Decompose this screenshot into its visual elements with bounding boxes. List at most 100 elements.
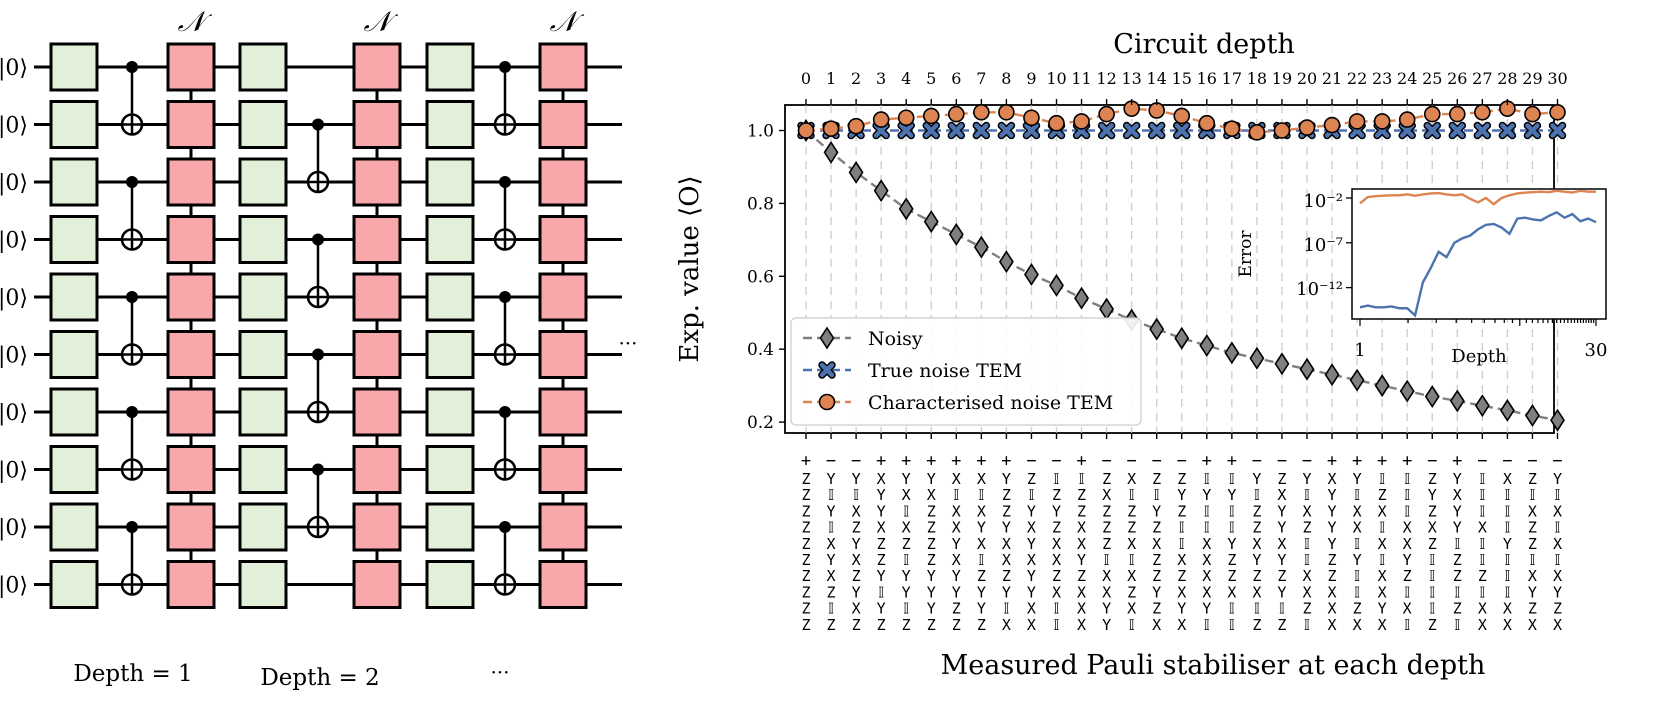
pauli-letter: 𝕀 (1079, 470, 1085, 488)
series-0-point (1299, 357, 1315, 381)
pauli-letter: Y (1328, 486, 1337, 504)
y-ticks: 0.2 0.4 0.6 0.8 1.0 (747, 122, 785, 433)
inset-y-label: Error (1236, 230, 1256, 278)
inset-plot: Error Depth 10⁻² 10⁻⁷ 10⁻¹² 1 30 (1236, 188, 1607, 367)
pauli-letter: 𝕀 (1479, 502, 1485, 520)
x-tick-label: 5 (926, 69, 936, 88)
pauli-sign: − (1277, 451, 1287, 471)
pauli-letter: X (1102, 486, 1111, 504)
pauli-letter: 𝕀 (1229, 470, 1235, 488)
pauli-letter: Z (927, 519, 936, 537)
series-0-point (873, 179, 889, 203)
single-qubit-gate (238, 157, 288, 207)
x-tick-label: 24 (1397, 69, 1417, 88)
series-0-point (823, 140, 839, 164)
pauli-sign: + (951, 451, 961, 471)
noise-label-2: 𝒩 (364, 5, 399, 38)
pauli-letter: X (827, 535, 836, 553)
pauli-letter: 𝕀 (1054, 600, 1060, 618)
pauli-letter: Z (1328, 551, 1337, 569)
marker-fill (924, 123, 939, 138)
series-0-point (1374, 374, 1390, 398)
series-2-point (1524, 105, 1541, 123)
legend-marker-0 (819, 326, 835, 350)
pauli-letter: 𝕀 (1304, 535, 1310, 553)
pauli-sign: − (1177, 451, 1187, 471)
pauli-letter: Y (1027, 567, 1036, 585)
pauli-letter: 𝕀 (1354, 583, 1360, 601)
pauli-letter: Y (1027, 583, 1036, 601)
single-qubit-gate (49, 157, 99, 207)
pauli-letter: X (1302, 502, 1311, 520)
pauli-letter: Z (1403, 567, 1412, 585)
inset-frame (1351, 188, 1607, 320)
pauli-letter: X (1328, 470, 1337, 488)
single-qubit-gate (425, 215, 475, 264)
legend: Noisy True noise TEM Characterised noise… (790, 317, 1142, 426)
pauli-letter: Z (1077, 486, 1086, 504)
pauli-letter: Z (1453, 551, 1462, 569)
single-qubit-gate (425, 560, 475, 609)
pauli-letter: Z (877, 535, 886, 553)
noise-channel-box (352, 330, 402, 379)
pauli-letter: Y (902, 583, 911, 601)
pauli-letter: X (1302, 583, 1311, 601)
pauli-letter: Z (1252, 616, 1261, 634)
pauli-letter: X (1227, 583, 1236, 601)
pauli-letter: Y (827, 551, 836, 569)
pauli-letter: X (1077, 519, 1086, 537)
pauli-sign: + (876, 451, 886, 471)
series-0-point (1149, 317, 1165, 341)
pauli-letter: 𝕀 (1454, 616, 1460, 634)
pauli-letter: X (1177, 616, 1186, 634)
pauli-letter: 𝕀 (1479, 583, 1485, 601)
series-2-point (1073, 113, 1090, 130)
pauli-letter: X (1252, 535, 1261, 553)
x-tick-label: 12 (1096, 69, 1116, 88)
pauli-letter: Z (927, 535, 936, 553)
y-tick-label: 0.8 (747, 194, 774, 214)
pauli-letter: X (1077, 616, 1086, 634)
x-tick-label: 9 (1026, 69, 1036, 88)
pauli-letter: X (1302, 567, 1311, 585)
pauli-letter: Z (852, 616, 861, 634)
pauli-letter: X (977, 535, 986, 553)
noise-label-3: 𝒩 (550, 5, 585, 38)
pauli-letter: 𝕀 (1003, 600, 1009, 618)
pauli-letter: X (1403, 600, 1412, 618)
single-qubit-gate (49, 215, 99, 264)
pauli-letter: X (877, 470, 886, 488)
x-tick-label: 11 (1071, 69, 1091, 88)
pauli-sign: + (1202, 451, 1212, 471)
series-2-point (1549, 103, 1566, 121)
pauli-letter: 𝕀 (1479, 551, 1485, 569)
pauli-letter: X (1478, 519, 1487, 537)
pauli-letter: X (1127, 535, 1136, 553)
pauli-letter: Y (827, 502, 836, 520)
pauli-letter: X (1102, 567, 1111, 585)
pauli-letter: X (1378, 535, 1387, 553)
pauli-sign: − (851, 451, 861, 471)
pauli-letter: X (952, 519, 961, 537)
circuit-continuation: ··· (618, 331, 637, 355)
pauli-letter: X (1002, 616, 1011, 634)
pauli-letter: 𝕀 (1204, 616, 1210, 634)
pauli-letter: X (1202, 535, 1211, 553)
pauli-letter: 𝕀 (1504, 486, 1510, 504)
pauli-letter: Y (1453, 519, 1462, 537)
pauli-letter: Z (801, 551, 810, 569)
pauli-letter: X (1277, 486, 1286, 504)
pauli-letter: X (1403, 519, 1412, 537)
pauli-letter: 𝕀 (1054, 616, 1060, 634)
pauli-letter: 𝕀 (1179, 519, 1185, 537)
pauli-letter: 𝕀 (1129, 551, 1135, 569)
noise-channel-box (538, 272, 588, 322)
single-qubit-gate (49, 272, 99, 322)
marker-fill (949, 123, 964, 138)
series-1-point (1147, 121, 1166, 140)
x-tick-label: 25 (1422, 69, 1442, 88)
pauli-letter: 𝕀 (1429, 600, 1435, 618)
noise-channel-box (352, 445, 402, 494)
pauli-sign: + (976, 451, 986, 471)
inset-ytick-2: 10⁻⁷ (1303, 235, 1343, 256)
